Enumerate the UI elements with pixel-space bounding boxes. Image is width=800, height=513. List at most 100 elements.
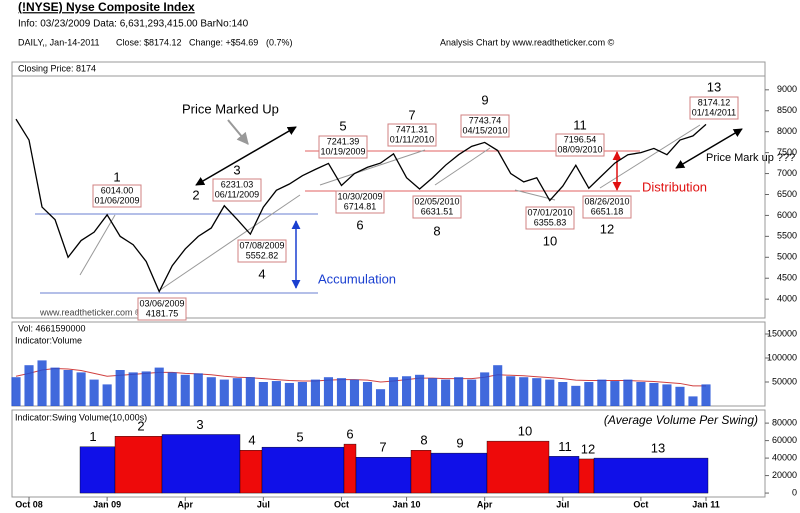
swing-label: 9 bbox=[456, 436, 463, 451]
change: Change: +$54.69 bbox=[189, 37, 258, 47]
pivot-box bbox=[387, 123, 437, 147]
annotation: Price Marked Up bbox=[182, 101, 279, 116]
swing-bar bbox=[261, 446, 345, 494]
y-tick-label: 5500 bbox=[777, 231, 797, 241]
volume-bar bbox=[467, 379, 477, 406]
volume-bar bbox=[597, 379, 607, 406]
volume-bar bbox=[11, 377, 21, 406]
volume-bar bbox=[271, 381, 281, 406]
panel-title: Indicator:Swing Volume(10,000s) bbox=[15, 412, 147, 422]
pivot-text: 07/01/2010 bbox=[527, 207, 572, 217]
wave-number: 9 bbox=[481, 92, 488, 107]
x-tick-label: Oct bbox=[334, 499, 349, 509]
pivot-text: 6014.00 bbox=[101, 185, 134, 195]
y-tick-label: 80000 bbox=[772, 417, 797, 427]
pivot-text: 06/11/2009 bbox=[215, 189, 259, 199]
volume-bar bbox=[206, 377, 216, 406]
volume-bar bbox=[506, 376, 516, 406]
volume-bar bbox=[63, 370, 73, 406]
volume-bar bbox=[76, 372, 86, 406]
panel-title: Indicator:Volume bbox=[15, 335, 82, 345]
pivot-box bbox=[318, 135, 368, 159]
pivot-text: 8174.12 bbox=[698, 97, 731, 107]
wave-number: 5 bbox=[339, 118, 346, 133]
trend-line bbox=[434, 147, 491, 186]
pivot-text: 6355.83 bbox=[534, 217, 567, 227]
volume-bar bbox=[480, 372, 490, 406]
swing-bar bbox=[161, 434, 241, 494]
y-tick-label: 50000 bbox=[772, 376, 797, 386]
y-tick-label: 5000 bbox=[777, 252, 797, 262]
volume-bar bbox=[388, 377, 399, 406]
volume-bar bbox=[610, 381, 620, 406]
pivot-text: 6231.03 bbox=[221, 179, 254, 189]
volume-bar bbox=[649, 382, 659, 406]
pivot-text: 7471.31 bbox=[396, 124, 429, 134]
swing-bar bbox=[548, 456, 580, 494]
swing-label: 4 bbox=[248, 433, 255, 448]
arrow bbox=[675, 128, 743, 169]
y-tick-label: 6500 bbox=[777, 189, 797, 199]
volume-bar bbox=[519, 377, 529, 406]
trend-line bbox=[79, 214, 116, 276]
volume-bar bbox=[193, 373, 203, 406]
wave-number: 8 bbox=[433, 223, 440, 238]
y-tick-label: 40000 bbox=[772, 452, 797, 462]
pivot-box bbox=[412, 195, 462, 219]
x-tick-label: Apr bbox=[177, 499, 193, 509]
volume-bar bbox=[662, 384, 672, 406]
volume-bar bbox=[428, 378, 438, 406]
y-tick-label: 100000 bbox=[767, 352, 797, 362]
volume-bar bbox=[532, 378, 542, 406]
swing-label: 13 bbox=[651, 441, 665, 456]
pivot-text: 08/26/2010 bbox=[584, 196, 629, 206]
y-tick-label: 7000 bbox=[777, 168, 797, 178]
arrow bbox=[195, 126, 297, 186]
swing-bar bbox=[114, 436, 163, 494]
volume-bar bbox=[558, 382, 568, 406]
y-tick-label: 8000 bbox=[777, 126, 797, 136]
wave-number: 11 bbox=[573, 117, 587, 132]
swing-label: 5 bbox=[296, 430, 303, 445]
pivot-text: 7196.54 bbox=[564, 134, 597, 144]
pivot-box bbox=[525, 206, 575, 230]
price-header bbox=[11, 61, 766, 77]
swing-label: 10 bbox=[518, 424, 532, 439]
swing-bar bbox=[593, 457, 709, 494]
info: Info: 03/23/2009 Data: 6,631,293,415.00 … bbox=[18, 19, 249, 30]
volume-bar bbox=[336, 378, 347, 406]
wave-number: 12 bbox=[600, 221, 614, 236]
x-tick-label: Jan 10 bbox=[393, 499, 421, 509]
swing-label: 8 bbox=[420, 433, 427, 448]
pivot-text: 10/19/2009 bbox=[320, 146, 365, 156]
wave-number: 2 bbox=[192, 187, 199, 202]
wave-number: 3 bbox=[233, 162, 240, 177]
pivot-box bbox=[212, 178, 262, 202]
volume-bar bbox=[297, 382, 307, 406]
pivot-box bbox=[555, 133, 605, 157]
volume-bar bbox=[701, 384, 711, 406]
volume-bar bbox=[441, 379, 451, 406]
legend-label: Vol: 4661590000 bbox=[18, 323, 86, 333]
volume-bar bbox=[571, 385, 581, 406]
legend-label: Closing Price: 8174 bbox=[18, 63, 96, 73]
volume-bar bbox=[454, 377, 464, 406]
volume-bar bbox=[245, 377, 255, 406]
y-tick-label: 7500 bbox=[777, 147, 797, 157]
annotation: Price Mark up ??? bbox=[706, 152, 795, 164]
wave-number: 13 bbox=[707, 79, 721, 94]
y-tick-label: 4500 bbox=[777, 273, 797, 283]
volume-bar bbox=[636, 382, 646, 406]
volume-bar bbox=[50, 367, 60, 406]
volume-bar bbox=[102, 384, 112, 406]
pivot-text: 02/05/2010 bbox=[414, 196, 459, 206]
volume-bar bbox=[349, 379, 360, 406]
pivot-text: 03/06/2009 bbox=[139, 298, 184, 308]
annotation: Accumulation bbox=[318, 271, 396, 286]
volume-bar bbox=[310, 379, 320, 406]
swing-label: 12 bbox=[581, 441, 595, 456]
x-tick-label: Apr bbox=[477, 499, 493, 509]
volume-bar bbox=[362, 382, 373, 406]
volume-bar bbox=[323, 377, 334, 406]
